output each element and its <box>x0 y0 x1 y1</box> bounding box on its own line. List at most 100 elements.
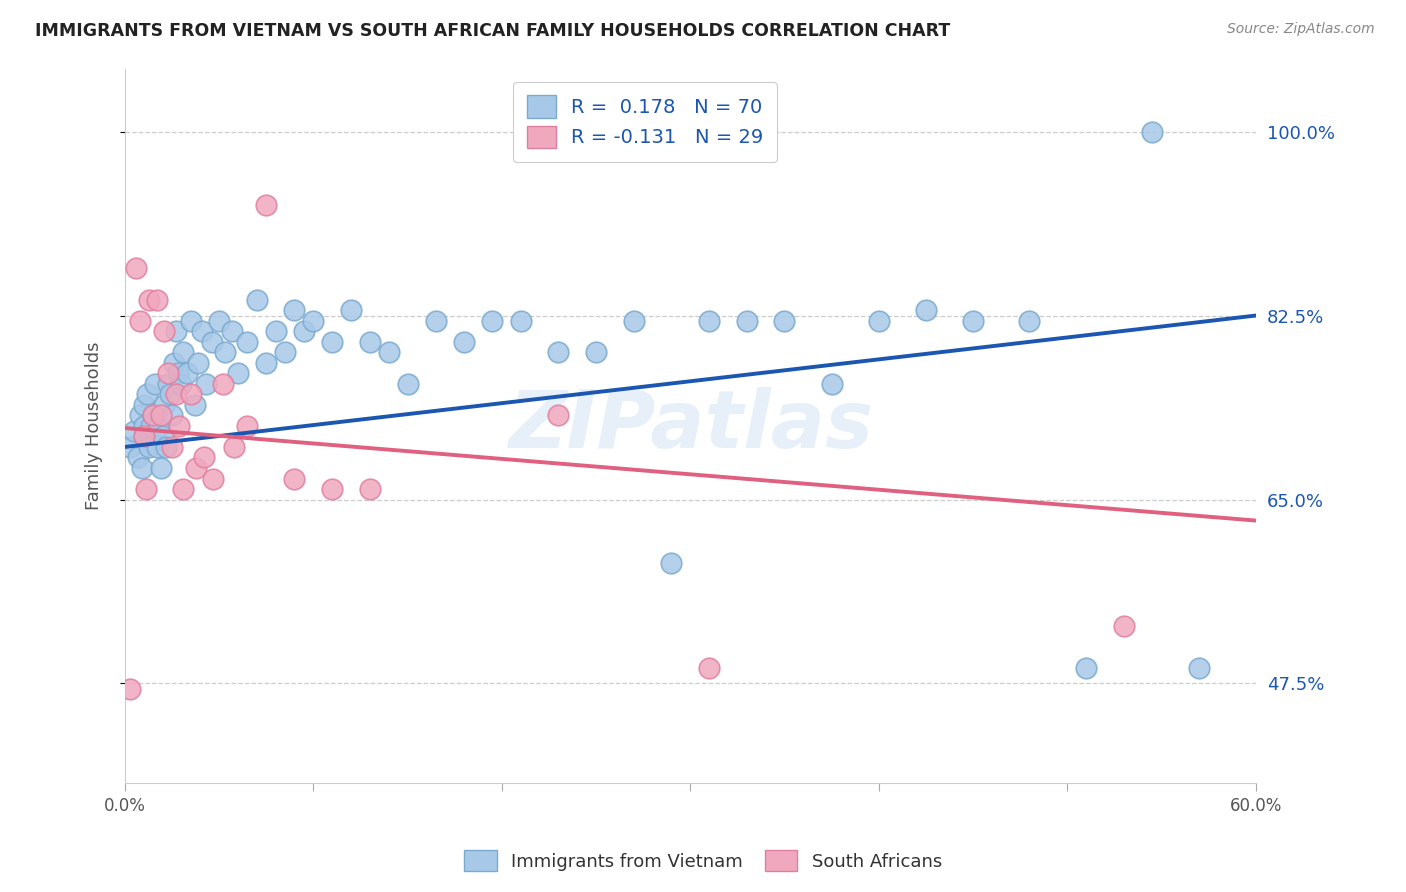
Point <box>132 419 155 434</box>
Point <box>129 409 152 423</box>
Point <box>359 334 381 349</box>
Point <box>224 440 246 454</box>
Point <box>321 482 343 496</box>
Text: ZIPatlas: ZIPatlas <box>508 387 873 465</box>
Point <box>246 293 269 307</box>
Point <box>141 419 163 434</box>
Point <box>226 367 249 381</box>
Point <box>697 314 720 328</box>
Point <box>283 471 305 485</box>
Point <box>157 376 180 391</box>
Point <box>129 314 152 328</box>
Point <box>176 367 198 381</box>
Point <box>264 324 287 338</box>
Point <box>172 482 194 496</box>
Point <box>697 661 720 675</box>
Point <box>169 419 191 434</box>
Point <box>914 303 936 318</box>
Point <box>125 261 148 276</box>
Point <box>186 461 208 475</box>
Point <box>122 424 145 438</box>
Point <box>200 334 222 349</box>
Point <box>292 324 315 338</box>
Text: Source: ZipAtlas.com: Source: ZipAtlas.com <box>1227 22 1375 37</box>
Point <box>132 429 155 443</box>
Point <box>340 303 363 318</box>
Point <box>166 367 188 381</box>
Point <box>149 461 172 475</box>
Point <box>481 314 503 328</box>
Point <box>283 303 305 318</box>
Point <box>180 314 202 328</box>
Point <box>131 461 153 475</box>
Point <box>868 314 890 328</box>
Point <box>1018 314 1040 328</box>
Point <box>1074 661 1097 675</box>
Point <box>509 314 531 328</box>
Point <box>377 345 399 359</box>
Point <box>202 471 225 485</box>
Point <box>132 429 155 443</box>
Point <box>170 376 193 391</box>
Point <box>661 556 683 570</box>
Point <box>148 419 170 434</box>
Point <box>135 482 157 496</box>
Point <box>120 440 142 454</box>
Legend: R =  0.178   N = 70, R = -0.131   N = 29: R = 0.178 N = 70, R = -0.131 N = 29 <box>513 82 778 161</box>
Point <box>236 334 259 349</box>
Point <box>1140 125 1163 139</box>
Point <box>820 376 842 391</box>
Point <box>396 376 419 391</box>
Point <box>208 314 231 328</box>
Point <box>1112 618 1135 632</box>
Point <box>359 482 381 496</box>
Point <box>138 293 160 307</box>
Point <box>146 293 169 307</box>
Point <box>254 198 277 212</box>
Point <box>187 356 209 370</box>
Point <box>180 387 202 401</box>
Point <box>191 324 214 338</box>
Text: IMMIGRANTS FROM VIETNAM VS SOUTH AFRICAN FAMILY HOUSEHOLDS CORRELATION CHART: IMMIGRANTS FROM VIETNAM VS SOUTH AFRICAN… <box>35 22 950 40</box>
Point <box>138 440 160 454</box>
Point <box>127 450 149 465</box>
Point <box>321 334 343 349</box>
Point <box>142 409 165 423</box>
Point <box>149 409 172 423</box>
Point <box>585 345 607 359</box>
Point <box>152 429 174 443</box>
Point <box>155 440 177 454</box>
Point <box>214 345 236 359</box>
Point <box>143 376 166 391</box>
Point <box>236 419 259 434</box>
Point <box>159 387 181 401</box>
Point <box>153 324 176 338</box>
Point <box>1188 661 1211 675</box>
Point <box>160 440 183 454</box>
Point <box>302 314 325 328</box>
Point <box>136 387 159 401</box>
Point <box>160 409 183 423</box>
Point <box>254 356 277 370</box>
Point <box>165 387 187 401</box>
Point <box>163 356 186 370</box>
Point <box>773 314 796 328</box>
Point <box>142 409 165 423</box>
Point <box>547 345 569 359</box>
Point <box>211 376 233 391</box>
Point <box>183 398 205 412</box>
Point <box>193 450 215 465</box>
Point <box>623 314 645 328</box>
Point <box>132 398 155 412</box>
Point <box>153 398 176 412</box>
Point <box>194 376 217 391</box>
Point <box>146 440 169 454</box>
Point <box>274 345 297 359</box>
Point <box>547 409 569 423</box>
Point <box>735 314 758 328</box>
Point <box>120 681 142 696</box>
Point <box>157 367 180 381</box>
Point <box>172 345 194 359</box>
Y-axis label: Family Households: Family Households <box>86 342 103 510</box>
Point <box>425 314 447 328</box>
